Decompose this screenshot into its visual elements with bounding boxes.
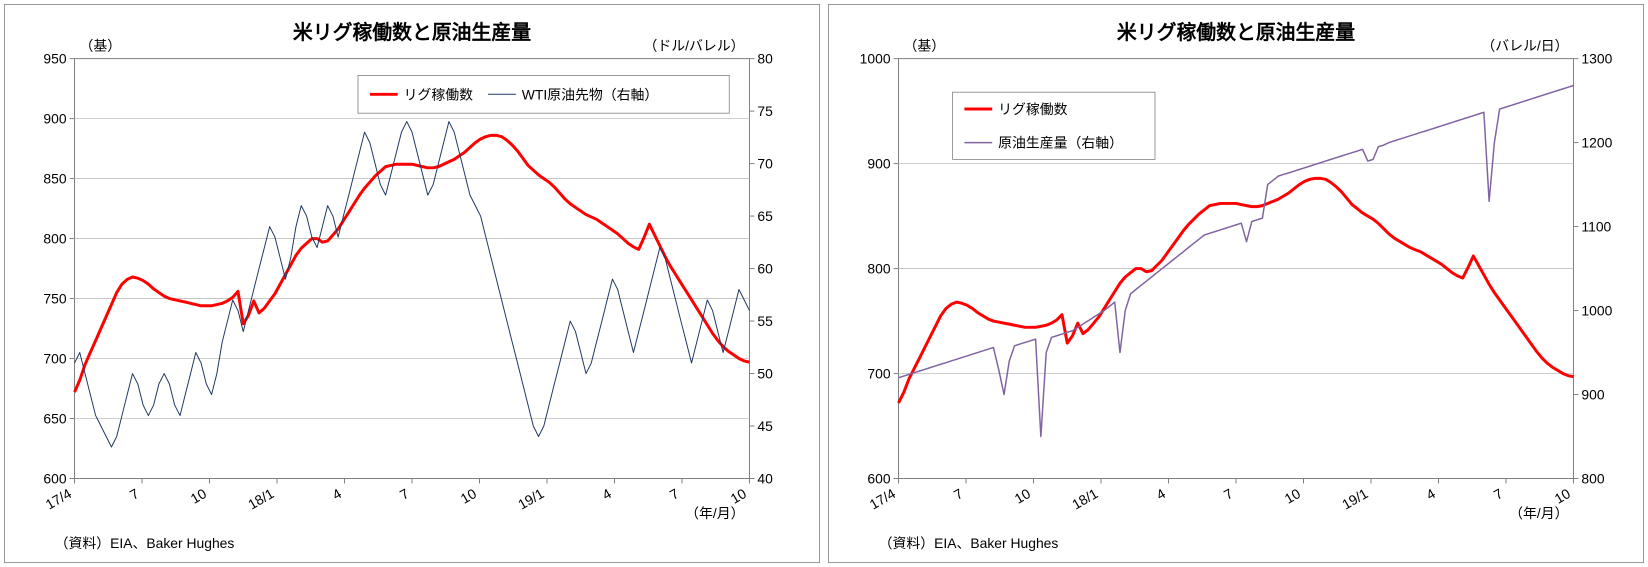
y-right-tick-label: 800 — [1581, 470, 1604, 486]
right-axis-unit: （バレル/日） — [1481, 38, 1568, 54]
x-axis-unit: （年/月） — [685, 505, 744, 521]
legend-label: リグ稼働数 — [404, 86, 474, 102]
y-left-tick-label: 1000 — [860, 51, 891, 67]
y-left-tick-label: 700 — [43, 350, 66, 366]
y-left-tick-label: 600 — [43, 470, 66, 486]
y-right-tick-label: 1000 — [1581, 303, 1612, 319]
source-text: （資料）EIA、Baker Hughes — [55, 535, 235, 551]
left-axis-unit: （基） — [79, 38, 121, 54]
y-right-tick-label: 80 — [757, 51, 773, 67]
legend-label: リグ稼働数 — [998, 101, 1068, 117]
legend-label: WTI原油先物（右軸） — [522, 86, 658, 102]
legend-label: 原油生産量（右軸） — [998, 135, 1123, 151]
y-right-tick-label: 75 — [757, 103, 773, 119]
y-right-tick-label: 60 — [757, 261, 773, 277]
x-axis-unit: （年/月） — [1509, 505, 1568, 521]
chart-panel-left: 600 650 700 750 800 850 900 950 40 45 50 55 60 65 70 75… — [4, 4, 820, 563]
chart-panel-right: 6007008009001000800900100011001200130017… — [828, 4, 1644, 563]
y-right-tick-label: 55 — [757, 313, 773, 329]
chart-title: 米リグ稼働数と原油生産量 — [293, 21, 531, 44]
source-text: （資料）EIA、Baker Hughes — [879, 535, 1059, 551]
y-right-tick-label: 50 — [757, 365, 773, 381]
y-left-tick-label: 600 — [867, 470, 890, 486]
y-right-tick-label: 1200 — [1581, 135, 1612, 151]
y-right-tick-label: 70 — [757, 156, 773, 172]
y-left-tick-label: 800 — [43, 231, 66, 247]
y-right-tick-label: 900 — [1581, 386, 1604, 402]
y-right-tick-label: 1100 — [1581, 219, 1611, 235]
chart-inner-left: 600 650 700 750 800 850 900 950 40 45 50 55 60 65 70 75… — [7, 7, 817, 560]
chart-svg: 600 650 700 750 800 850 900 950 40 45 50 55 60 65 70 75… — [7, 7, 817, 560]
y-right-tick-label: 40 — [757, 470, 773, 486]
y-right-tick-label: 65 — [757, 208, 773, 224]
y-left-tick-label: 700 — [867, 365, 890, 381]
y-left-tick-label: 850 — [43, 171, 66, 187]
y-left-tick-label: 950 — [43, 51, 66, 67]
y-left-tick-label: 650 — [43, 410, 66, 426]
y-left-tick-label: 900 — [43, 111, 66, 127]
y-left-tick-label: 900 — [867, 156, 890, 172]
y-left-tick-label: 750 — [43, 291, 66, 307]
right-axis-unit: （ドル/バレル） — [644, 38, 745, 54]
y-left-tick-label: 800 — [867, 261, 890, 277]
chart-title: 米リグ稼働数と原油生産量 — [1117, 21, 1355, 44]
left-axis-unit: （基） — [903, 38, 945, 54]
y-right-tick-label: 1300 — [1581, 51, 1612, 67]
charts-container: 600 650 700 750 800 850 900 950 40 45 50 55 60 65 70 75… — [4, 4, 1644, 563]
y-right-tick-label: 45 — [757, 418, 773, 434]
chart-svg: 6007008009001000800900100011001200130017… — [831, 7, 1641, 560]
chart-inner-right: 6007008009001000800900100011001200130017… — [831, 7, 1641, 560]
chart-background — [831, 7, 1641, 560]
